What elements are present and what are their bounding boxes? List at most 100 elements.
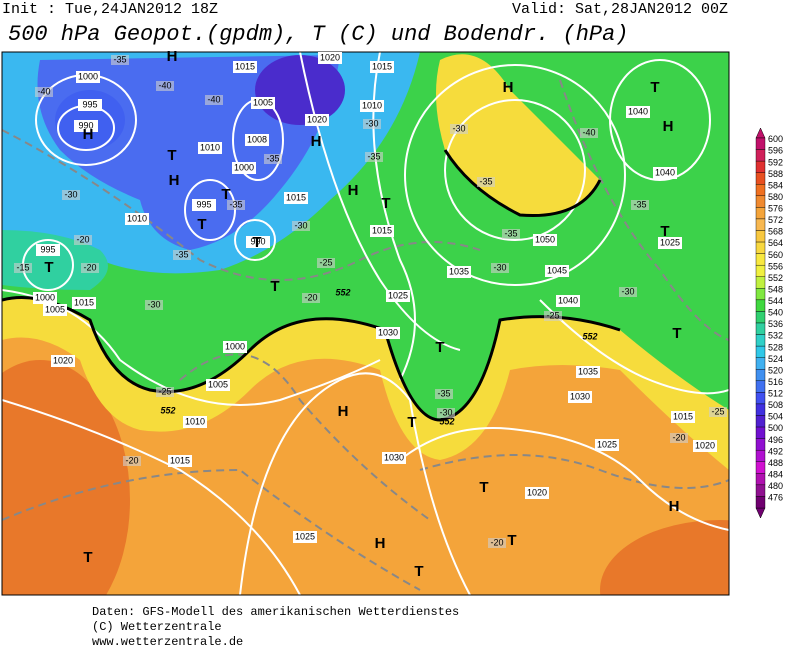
pressure-label: 1035 bbox=[449, 266, 469, 276]
label-box bbox=[658, 237, 682, 249]
pressure-label: 1000 bbox=[35, 292, 55, 302]
label-box bbox=[227, 200, 245, 210]
label-box bbox=[545, 265, 569, 277]
label-box bbox=[488, 538, 506, 548]
colorbar-cell bbox=[755, 241, 766, 254]
low-marker: T bbox=[660, 223, 669, 240]
label-box bbox=[74, 235, 92, 245]
label-box bbox=[318, 52, 342, 64]
colorbar-label: 496 bbox=[768, 435, 783, 445]
pressure-label: 1030 bbox=[384, 452, 404, 462]
isobar bbox=[239, 372, 471, 595]
temperature-label: -30 bbox=[439, 407, 452, 417]
pressure-label: 990 bbox=[78, 120, 93, 130]
pressure-label: 995 bbox=[40, 244, 55, 254]
label-box bbox=[205, 95, 223, 105]
colorbar-label: 532 bbox=[768, 331, 783, 341]
isobar bbox=[2, 289, 381, 406]
temperature-label: -20 bbox=[83, 262, 96, 272]
low-marker: T bbox=[507, 532, 516, 549]
pressure-label: 1020 bbox=[320, 52, 340, 62]
colorbar-cell bbox=[755, 334, 766, 347]
low-marker: T bbox=[479, 479, 488, 496]
label-box bbox=[626, 106, 650, 118]
pressure-label: 1008 bbox=[247, 134, 267, 144]
label-box bbox=[376, 327, 400, 339]
label-box bbox=[653, 167, 677, 179]
temperature-label: -40 bbox=[158, 80, 171, 90]
high-marker: H bbox=[503, 79, 514, 96]
label-box bbox=[533, 234, 557, 246]
map-fields bbox=[2, 52, 729, 595]
low-marker: T bbox=[221, 186, 230, 203]
pressure-label: 1050 bbox=[535, 234, 555, 244]
pressure-label: 1035 bbox=[578, 366, 598, 376]
colorbar-label: 572 bbox=[768, 215, 783, 225]
label-box bbox=[168, 455, 192, 467]
colorbar-cell bbox=[755, 264, 766, 277]
color-bar: 6005965925885845805765725685645605565525… bbox=[755, 127, 783, 519]
high-marker: H bbox=[169, 172, 180, 189]
isobar bbox=[234, 219, 276, 261]
contour-label: 552 bbox=[160, 405, 175, 415]
colorbar-cell bbox=[755, 253, 766, 266]
low-marker: T bbox=[672, 325, 681, 342]
temperature-label: -25 bbox=[319, 257, 332, 267]
label-box bbox=[502, 229, 520, 239]
colorbar-cell bbox=[755, 195, 766, 208]
colorbar-label: 564 bbox=[768, 238, 783, 248]
label-box bbox=[74, 120, 98, 132]
isobar bbox=[609, 59, 711, 181]
temperature-isoline bbox=[419, 454, 729, 489]
label-box bbox=[145, 300, 163, 310]
colorbar-cell bbox=[755, 357, 766, 370]
label-box bbox=[544, 311, 562, 321]
colorbar-cell bbox=[755, 230, 766, 243]
high-marker: H bbox=[311, 133, 322, 150]
label-box bbox=[156, 387, 174, 397]
colorbar-tip bbox=[755, 127, 766, 139]
pressure-label: 1010 bbox=[127, 213, 147, 223]
temperature-label: -30 bbox=[294, 220, 307, 230]
label-box bbox=[51, 355, 75, 367]
pressure-label: 1025 bbox=[597, 439, 617, 449]
temperature-label: -35 bbox=[479, 176, 492, 186]
label-box bbox=[264, 154, 282, 164]
colorbar-label: 552 bbox=[768, 273, 783, 283]
label-box bbox=[223, 341, 247, 353]
low-marker: T bbox=[83, 549, 92, 566]
pressure-label: 1010 bbox=[200, 142, 220, 152]
colorbar-cell bbox=[755, 149, 766, 162]
low-marker: T bbox=[44, 259, 53, 276]
label-box bbox=[435, 389, 453, 399]
label-box bbox=[370, 61, 394, 73]
temperature-label: -40 bbox=[37, 86, 50, 96]
colorbar-cell bbox=[755, 473, 766, 486]
pressure-label: 1015 bbox=[673, 411, 693, 421]
colorbar-cell bbox=[755, 403, 766, 416]
high-marker: H bbox=[338, 403, 349, 420]
high-marker: H bbox=[663, 118, 674, 135]
label-box bbox=[382, 452, 406, 464]
contour-label: 552 bbox=[335, 287, 350, 297]
high-marker: H bbox=[167, 48, 178, 65]
label-box bbox=[232, 162, 256, 174]
label-box bbox=[365, 152, 383, 162]
colorbar-cell bbox=[755, 172, 766, 185]
colorbar-label: 480 bbox=[768, 481, 783, 491]
label-box bbox=[477, 177, 495, 187]
label-box bbox=[245, 134, 269, 146]
colorbar-label: 520 bbox=[768, 365, 783, 375]
contour-label: 552 bbox=[439, 416, 454, 426]
colorbar-cell bbox=[755, 438, 766, 451]
temperature-label: -20 bbox=[672, 432, 685, 442]
label-box bbox=[631, 200, 649, 210]
footer-line: www.wetterzentrale.de bbox=[92, 635, 243, 648]
colorbar-label: 508 bbox=[768, 400, 783, 410]
colorbar-label: 544 bbox=[768, 296, 783, 306]
temperature-isoline bbox=[559, 79, 729, 341]
colorbar-label: 516 bbox=[768, 377, 783, 387]
colorbar-cell bbox=[755, 322, 766, 335]
pressure-label: 1040 bbox=[628, 106, 648, 116]
pressure-label: 1040 bbox=[655, 167, 675, 177]
